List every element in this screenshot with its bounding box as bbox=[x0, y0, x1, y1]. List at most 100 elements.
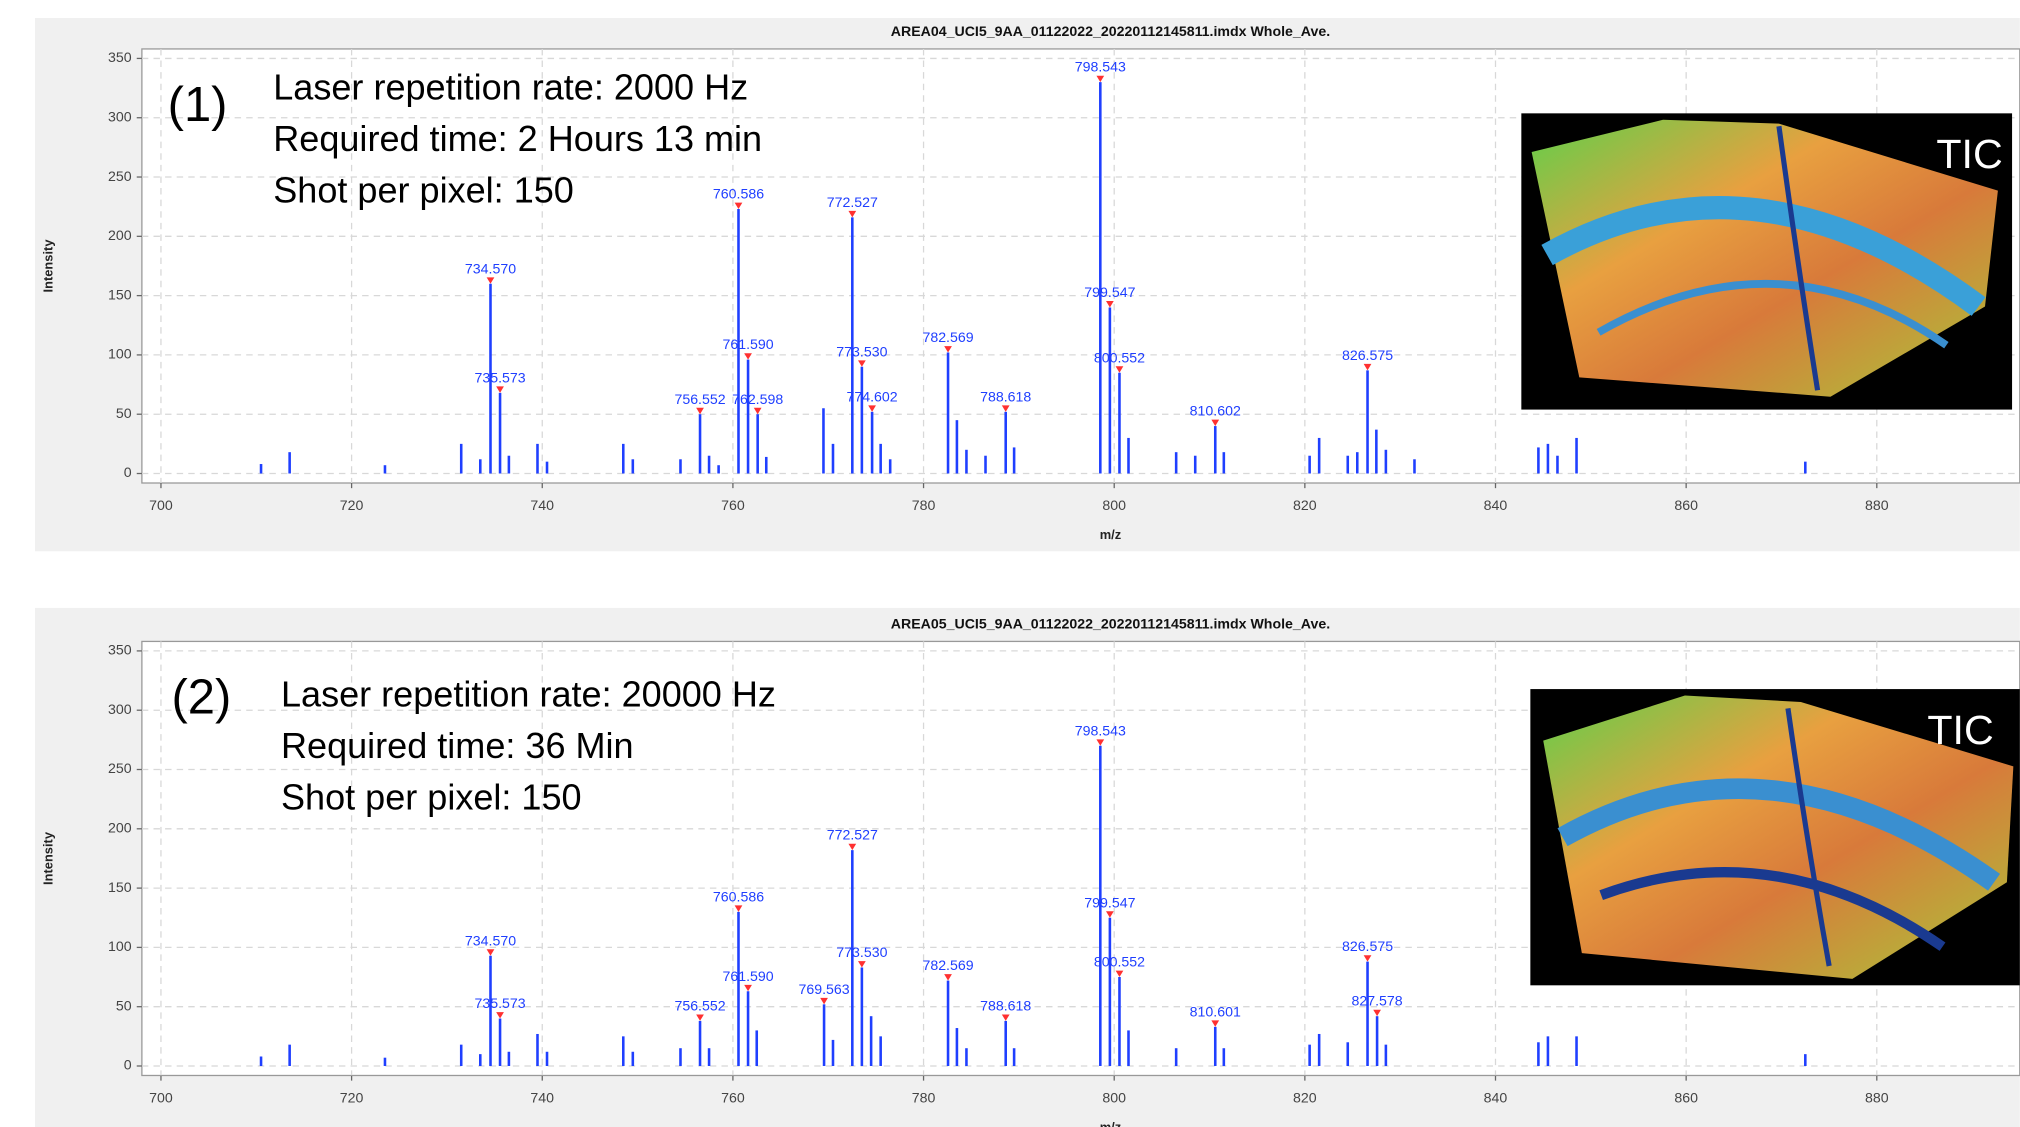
peak-marker bbox=[1115, 970, 1124, 978]
tissue-layer bbox=[1557, 778, 2001, 891]
peak-label: 756.552 bbox=[674, 392, 725, 408]
tissue-layer bbox=[1599, 867, 1946, 951]
y-tick-label: 250 bbox=[108, 169, 132, 185]
tissue-layer bbox=[1596, 280, 1949, 349]
peak-label: 773.530 bbox=[836, 344, 887, 360]
x-tick-label: 760 bbox=[721, 498, 745, 514]
peak-marker bbox=[1001, 1014, 1010, 1021]
peak-marker bbox=[486, 949, 495, 956]
peak-label: 772.527 bbox=[827, 195, 878, 211]
peak-label: 826.575 bbox=[1342, 939, 1393, 955]
peak-label: 760.586 bbox=[713, 889, 764, 905]
peak-marker bbox=[744, 353, 752, 360]
peak-marker bbox=[858, 961, 866, 968]
x-tick-label: 860 bbox=[1674, 1090, 1698, 1106]
tissue bbox=[1543, 695, 2014, 979]
annotation: Required time: 36 Min bbox=[281, 725, 634, 766]
peak-label: 762.598 bbox=[732, 392, 783, 408]
peak-marker bbox=[696, 407, 704, 415]
x-tick-label: 820 bbox=[1293, 498, 1317, 514]
annotation: Laser repetition rate: 20000 Hz bbox=[281, 673, 776, 714]
peak-marker bbox=[486, 277, 495, 284]
peak-marker bbox=[1373, 1009, 1381, 1017]
x-tick-label: 700 bbox=[149, 498, 173, 514]
x-tick-label: 840 bbox=[1484, 1090, 1508, 1106]
x-tick-label: 880 bbox=[1865, 498, 1889, 514]
peak-marker bbox=[496, 386, 504, 393]
peak-label: 774.602 bbox=[847, 389, 898, 405]
y-tick-label: 300 bbox=[108, 702, 132, 718]
annotation: Shot per pixel: 150 bbox=[273, 170, 574, 211]
x-tick-label: 740 bbox=[530, 1090, 554, 1106]
peak-marker bbox=[496, 1012, 504, 1019]
annotation: Shot per pixel: 150 bbox=[281, 776, 582, 817]
peak-label: 810.602 bbox=[1190, 404, 1241, 420]
x-tick-label: 700 bbox=[149, 1090, 173, 1106]
peak-marker bbox=[848, 843, 857, 851]
peak-label: 734.570 bbox=[465, 933, 516, 949]
x-axis-label: m/z bbox=[1100, 1120, 1121, 1127]
y-tick-label: 0 bbox=[124, 1058, 132, 1074]
peak-marker bbox=[753, 407, 762, 415]
x-tick-label: 780 bbox=[912, 1090, 936, 1106]
peak-marker bbox=[696, 1014, 704, 1021]
peak-label: 826.575 bbox=[1342, 348, 1393, 364]
peak-label: 800.552 bbox=[1094, 350, 1145, 366]
tissue-vessel bbox=[1785, 708, 1832, 967]
x-tick-label: 720 bbox=[340, 498, 364, 514]
peak-label: 788.618 bbox=[980, 389, 1031, 405]
chart-title: AREA05_UCI5_9AA_01122022_20220112145811.… bbox=[891, 616, 1330, 632]
peak-label: 735.573 bbox=[474, 370, 525, 386]
y-tick-label: 50 bbox=[116, 998, 132, 1014]
peak-label: 799.547 bbox=[1084, 285, 1135, 301]
panel-label: (1) bbox=[168, 78, 228, 132]
y-tick-label: 200 bbox=[108, 821, 132, 837]
x-tick-label: 820 bbox=[1293, 1090, 1317, 1106]
peak-label: 798.543 bbox=[1075, 723, 1126, 739]
y-tick-label: 100 bbox=[108, 347, 132, 363]
x-tick-label: 840 bbox=[1484, 498, 1508, 514]
x-tick-label: 800 bbox=[1102, 498, 1126, 514]
y-tick-label: 350 bbox=[108, 643, 132, 659]
y-tick-label: 350 bbox=[108, 50, 132, 66]
y-axis-label: Intensity bbox=[41, 831, 56, 885]
y-tick-label: 150 bbox=[108, 880, 132, 896]
peak-marker bbox=[1211, 419, 1220, 427]
y-tick-label: 200 bbox=[108, 228, 132, 244]
peak-marker bbox=[744, 984, 752, 992]
peak-marker bbox=[734, 202, 743, 210]
peak-label: 782.569 bbox=[922, 958, 973, 974]
peak-marker bbox=[1106, 911, 1114, 918]
peak-label: 800.552 bbox=[1094, 955, 1145, 971]
tissue-layer bbox=[1541, 196, 1986, 316]
x-tick-label: 760 bbox=[721, 1090, 745, 1106]
peak-label: 782.569 bbox=[922, 330, 973, 346]
x-tick-label: 880 bbox=[1865, 1090, 1889, 1106]
peak-label: 772.527 bbox=[827, 828, 878, 844]
peak-label: 769.563 bbox=[798, 982, 849, 998]
y-tick-label: 100 bbox=[108, 939, 132, 955]
peak-label: 810.601 bbox=[1190, 1004, 1241, 1020]
y-tick-label: 150 bbox=[108, 287, 132, 303]
peak-marker bbox=[820, 997, 828, 1005]
peak-marker bbox=[1363, 955, 1372, 962]
peak-marker bbox=[1001, 405, 1010, 412]
peak-marker bbox=[1211, 1020, 1220, 1027]
x-axis-label: m/z bbox=[1100, 527, 1121, 542]
peak-marker bbox=[1106, 301, 1114, 308]
peak-label: 761.590 bbox=[722, 337, 773, 353]
tic-image: TIC bbox=[1521, 113, 2013, 410]
y-tick-label: 300 bbox=[108, 109, 132, 125]
inset-label: TIC bbox=[1927, 707, 1993, 753]
peak-label: 756.552 bbox=[674, 998, 725, 1014]
peak-label: 735.573 bbox=[474, 996, 525, 1012]
x-tick-label: 780 bbox=[912, 498, 936, 514]
peak-marker bbox=[868, 405, 876, 412]
y-axis-label: Intensity bbox=[41, 239, 56, 293]
peak-marker bbox=[734, 905, 743, 912]
tic-image: TIC bbox=[1530, 689, 2020, 986]
peak-label: 798.543 bbox=[1075, 60, 1126, 76]
peak-label: 773.530 bbox=[836, 945, 887, 961]
y-tick-label: 50 bbox=[116, 406, 132, 422]
